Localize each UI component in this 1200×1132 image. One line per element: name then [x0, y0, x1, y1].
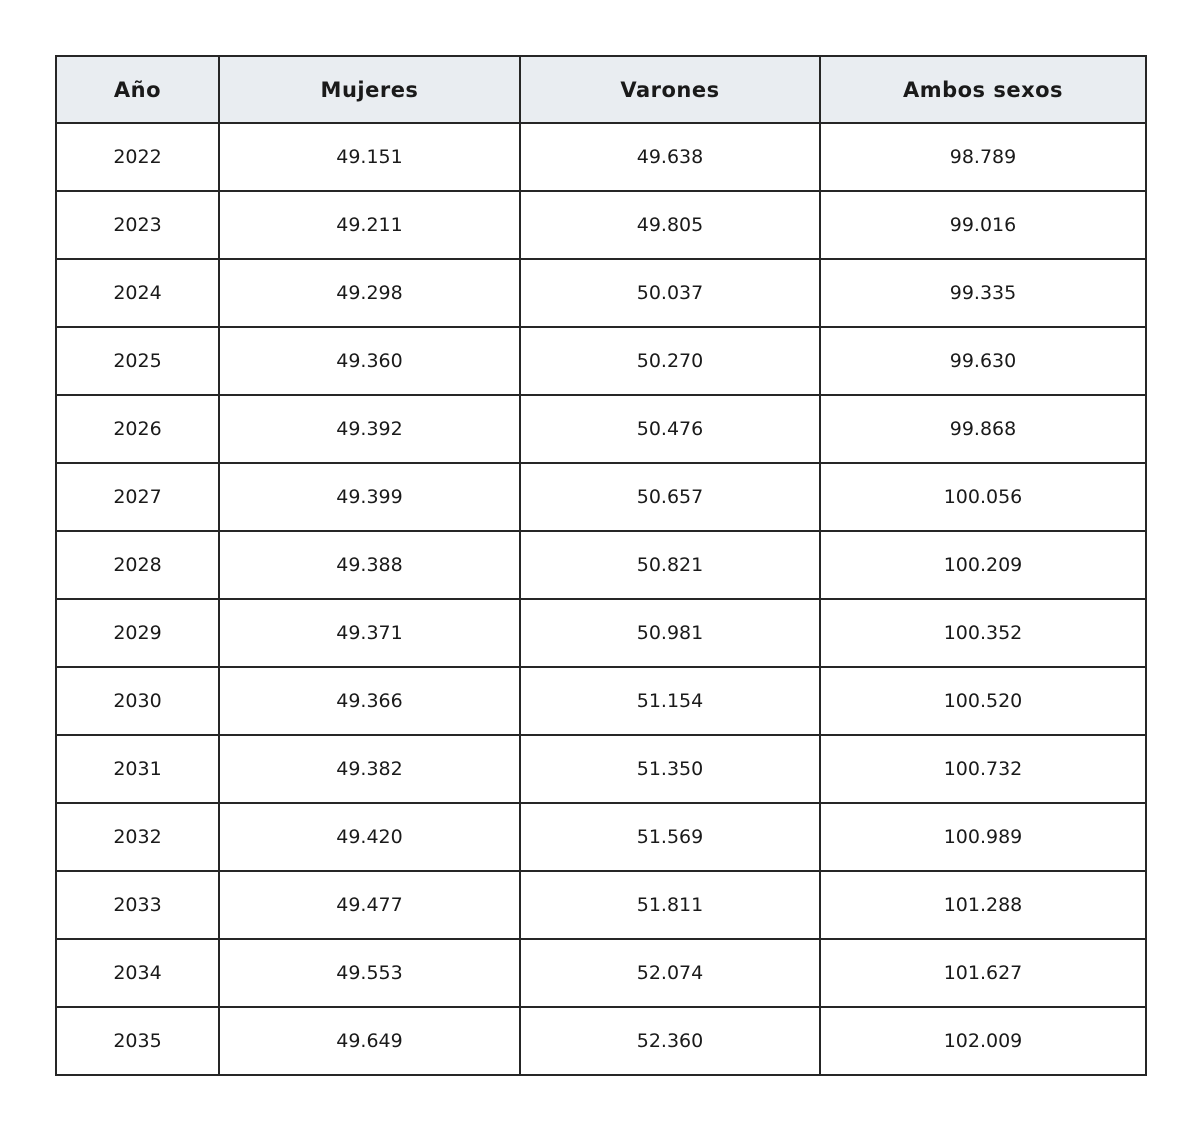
year-cell: 2022 — [55, 122, 220, 192]
table-row: 2026 49.392 50.476 99.868 — [55, 394, 1147, 464]
mujeres-cell: 49.211 — [218, 190, 521, 260]
varones-cell: 51.350 — [519, 734, 821, 804]
year-cell: 2032 — [55, 802, 220, 872]
year-cell: 2027 — [55, 462, 220, 532]
year-cell: 2028 — [55, 530, 220, 600]
ambos-sexos-cell: 100.520 — [819, 666, 1147, 736]
year-cell: 2029 — [55, 598, 220, 668]
table-row: 2023 49.211 49.805 99.016 — [55, 190, 1147, 260]
table-row: 2029 49.371 50.981 100.352 — [55, 598, 1147, 668]
varones-cell: 50.821 — [519, 530, 821, 600]
mujeres-cell: 49.553 — [218, 938, 521, 1008]
header-row: Año Mujeres Varones Ambos sexos — [55, 55, 1147, 124]
year-cell: 2023 — [55, 190, 220, 260]
table-body: 2022 49.151 49.638 98.789 2023 49.211 49.805 99… — [55, 122, 1147, 1076]
ambos-sexos-cell: 100.732 — [819, 734, 1147, 804]
varones-cell: 49.638 — [519, 122, 821, 192]
table-row: 2024 49.298 50.037 99.335 — [55, 258, 1147, 328]
mujeres-cell: 49.392 — [218, 394, 521, 464]
mujeres-cell: 49.382 — [218, 734, 521, 804]
year-cell: 2035 — [55, 1006, 220, 1076]
column-header-varones: Varones — [519, 55, 821, 124]
mujeres-cell: 49.388 — [218, 530, 521, 600]
table-row: 2032 49.420 51.569 100.989 — [55, 802, 1147, 872]
mujeres-cell: 49.360 — [218, 326, 521, 396]
table-row: 2028 49.388 50.821 100.209 — [55, 530, 1147, 600]
ambos-sexos-cell: 100.056 — [819, 462, 1147, 532]
varones-cell: 50.476 — [519, 394, 821, 464]
table-row: 2033 49.477 51.811 101.288 — [55, 870, 1147, 940]
mujeres-cell: 49.420 — [218, 802, 521, 872]
varones-cell: 52.074 — [519, 938, 821, 1008]
varones-cell: 50.270 — [519, 326, 821, 396]
ambos-sexos-cell: 100.989 — [819, 802, 1147, 872]
varones-cell: 51.154 — [519, 666, 821, 736]
year-cell: 2033 — [55, 870, 220, 940]
varones-cell: 51.569 — [519, 802, 821, 872]
ambos-sexos-cell: 99.868 — [819, 394, 1147, 464]
year-cell: 2031 — [55, 734, 220, 804]
mujeres-cell: 49.399 — [218, 462, 521, 532]
mujeres-cell: 49.151 — [218, 122, 521, 192]
mujeres-cell: 49.649 — [218, 1006, 521, 1076]
ambos-sexos-cell: 99.335 — [819, 258, 1147, 328]
year-cell: 2030 — [55, 666, 220, 736]
year-cell: 2024 — [55, 258, 220, 328]
table-row: 2022 49.151 49.638 98.789 — [55, 122, 1147, 192]
mujeres-cell: 49.371 — [218, 598, 521, 668]
column-header-ambos-sexos: Ambos sexos — [819, 55, 1147, 124]
varones-cell: 49.805 — [519, 190, 821, 260]
ambos-sexos-cell: 101.288 — [819, 870, 1147, 940]
ambos-sexos-cell: 99.016 — [819, 190, 1147, 260]
ambos-sexos-cell: 100.209 — [819, 530, 1147, 600]
mujeres-cell: 49.298 — [218, 258, 521, 328]
year-cell: 2026 — [55, 394, 220, 464]
varones-cell: 50.037 — [519, 258, 821, 328]
table-row: 2027 49.399 50.657 100.056 — [55, 462, 1147, 532]
ambos-sexos-cell: 99.630 — [819, 326, 1147, 396]
ambos-sexos-cell: 101.627 — [819, 938, 1147, 1008]
table-row: 2025 49.360 50.270 99.630 — [55, 326, 1147, 396]
year-cell: 2025 — [55, 326, 220, 396]
table-row: 2030 49.366 51.154 100.520 — [55, 666, 1147, 736]
table-row: 2034 49.553 52.074 101.627 — [55, 938, 1147, 1008]
varones-cell: 52.360 — [519, 1006, 821, 1076]
varones-cell: 50.981 — [519, 598, 821, 668]
ambos-sexos-cell: 102.009 — [819, 1006, 1147, 1076]
column-header-year: Año — [55, 55, 220, 124]
varones-cell: 50.657 — [519, 462, 821, 532]
ambos-sexos-cell: 98.789 — [819, 122, 1147, 192]
mujeres-cell: 49.366 — [218, 666, 521, 736]
varones-cell: 51.811 — [519, 870, 821, 940]
column-header-mujeres: Mujeres — [218, 55, 521, 124]
mujeres-cell: 49.477 — [218, 870, 521, 940]
year-cell: 2034 — [55, 938, 220, 1008]
population-projection-table: Año Mujeres Varones Ambos sexos 2022 49.1… — [55, 55, 1147, 1076]
table-row: 2031 49.382 51.350 100.732 — [55, 734, 1147, 804]
table-row: 2035 49.649 52.360 102.009 — [55, 1006, 1147, 1076]
ambos-sexos-cell: 100.352 — [819, 598, 1147, 668]
